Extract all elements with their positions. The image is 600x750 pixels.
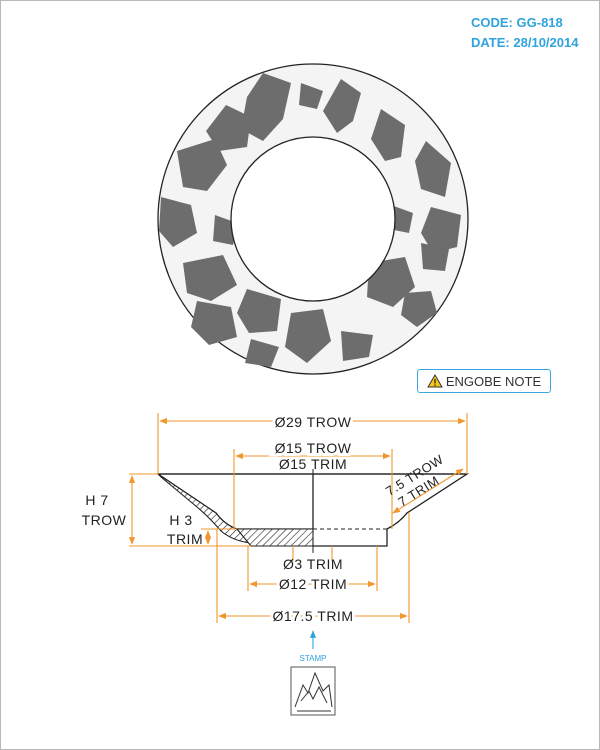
warning-icon xyxy=(426,374,443,388)
stamp-callout: STAMP xyxy=(290,630,336,716)
dimension-lines xyxy=(128,413,468,623)
code-label: CODE: xyxy=(471,15,513,30)
dim-height-foot-line1: H 3 xyxy=(169,512,192,528)
date-value: 28/10/2014 xyxy=(513,35,579,50)
dim-inner-trim: Ø15 TRIM xyxy=(279,456,347,472)
engobe-note-label: ENGOBE NOTE xyxy=(445,373,542,389)
dim-foot-trim: Ø12 TRIM xyxy=(279,576,347,592)
code-row: CODE: GG-818 xyxy=(471,13,591,33)
glaze-splotches xyxy=(159,73,461,367)
plate-top-view xyxy=(157,63,469,375)
dim-base-trim: Ø17.5 TRIM xyxy=(273,608,354,624)
code-value: GG-818 xyxy=(516,15,563,30)
dim-outer-trow: Ø29 TROW xyxy=(275,414,352,430)
stamp-label: STAMP xyxy=(300,654,327,663)
section-left-body xyxy=(157,473,253,544)
dim-inner-trow: Ø15 TROW xyxy=(275,440,352,456)
stamp-mountain-icon xyxy=(294,671,333,712)
dim-height-foot-line2: TRIM xyxy=(167,531,203,547)
section-right-dashed xyxy=(313,512,408,530)
section-foot-hatch xyxy=(235,528,314,547)
date-row: DATE: 28/10/2014 xyxy=(471,33,591,53)
dim-height-total-line1: H 7 xyxy=(85,492,108,508)
date-label: DATE: xyxy=(471,35,510,50)
plate-center-well xyxy=(230,136,396,302)
stamp-frame xyxy=(290,666,336,716)
dim-height-total-line2: TROW xyxy=(82,512,127,528)
engobe-note-box[interactable]: ENGOBE NOTE xyxy=(417,369,551,393)
drawing-header: CODE: GG-818 DATE: 28/10/2014 xyxy=(471,13,591,53)
dim-center-trim: Ø3 TRIM xyxy=(283,556,343,572)
plate-section-view xyxy=(155,469,470,553)
